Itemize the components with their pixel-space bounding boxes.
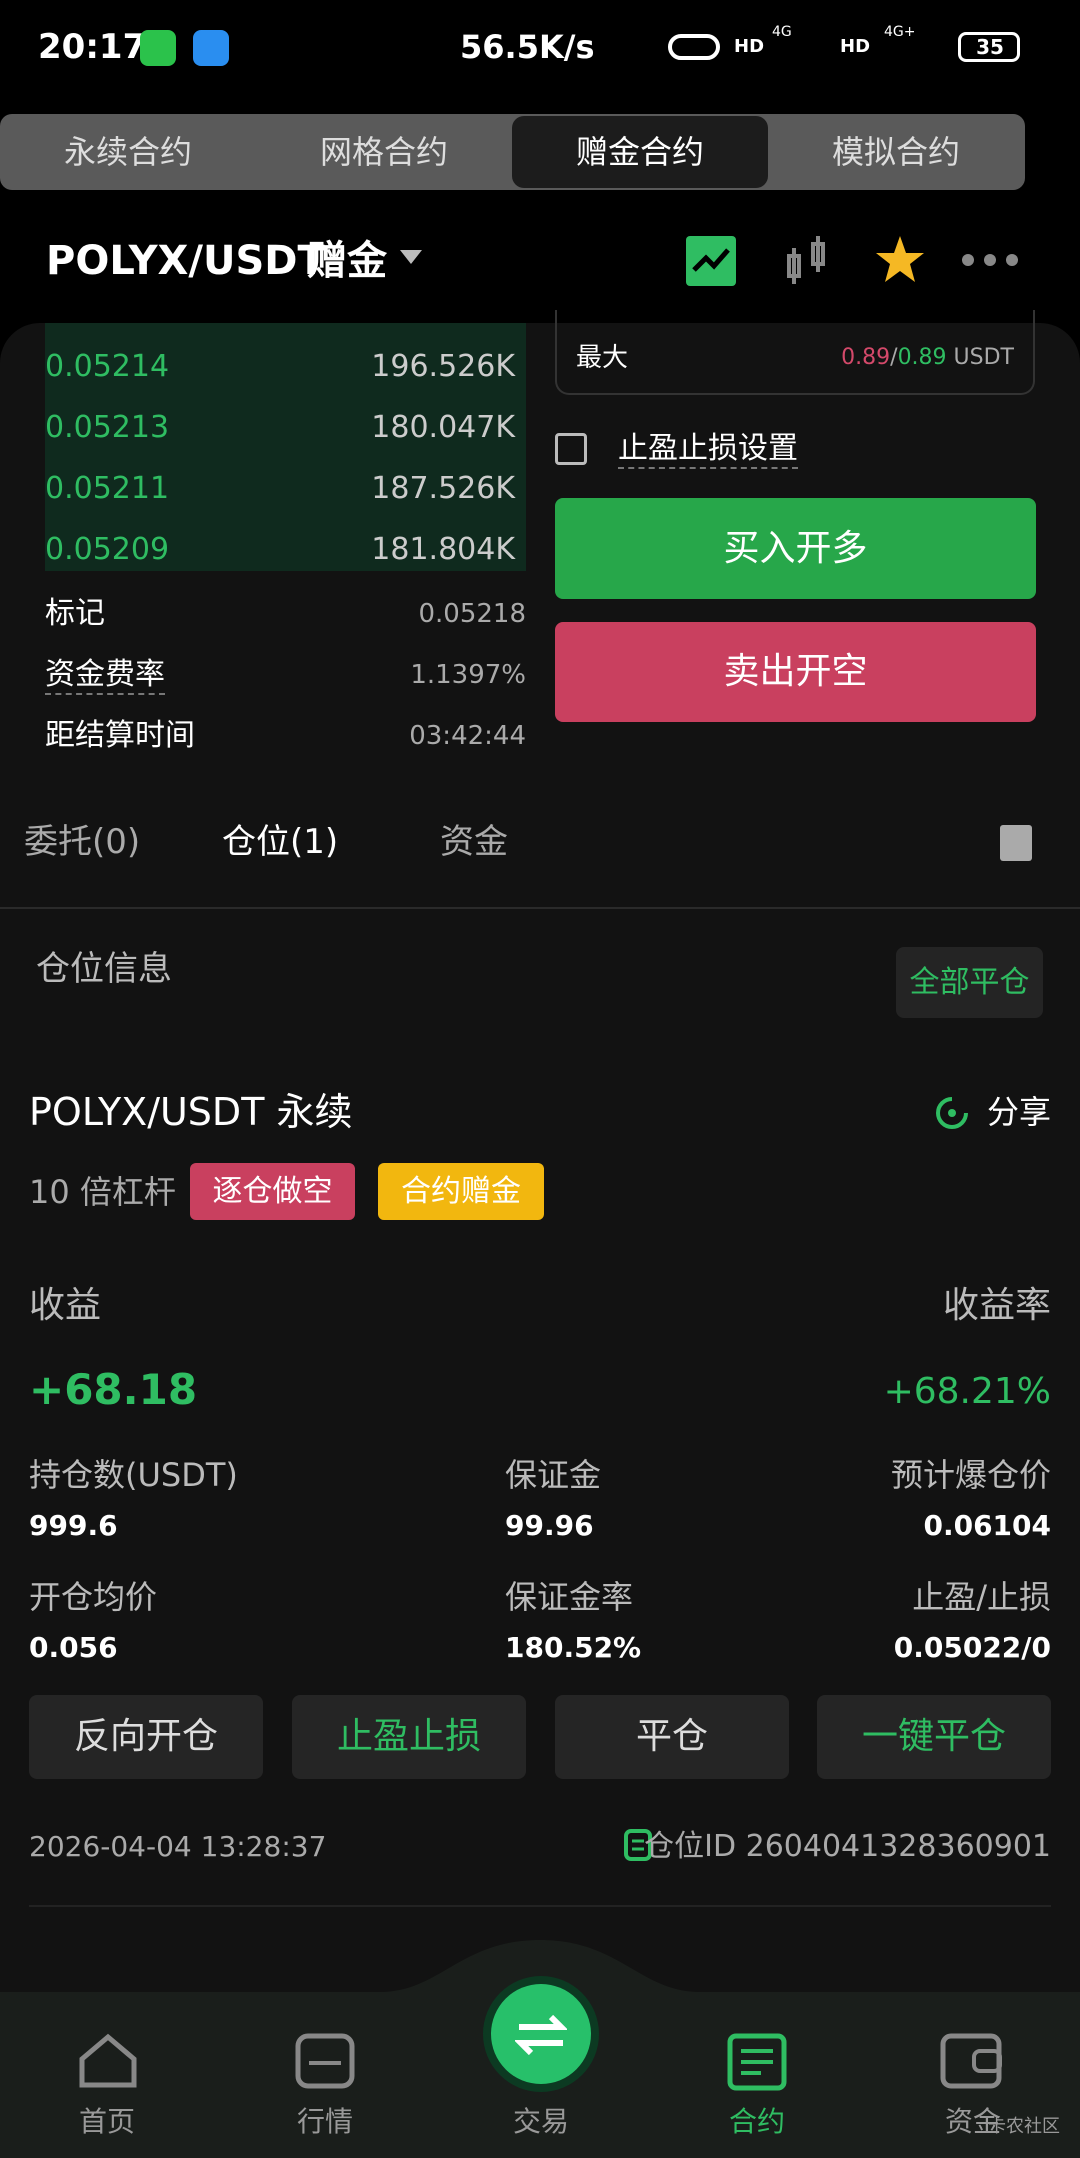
depth-bg [45, 323, 526, 571]
stat-label: 距结算时间 [45, 718, 195, 753]
bid-quantity[interactable]: 196.526K [371, 349, 515, 384]
tab[interactable]: 永续合约 [63, 133, 192, 171]
max-label: 最大 [576, 343, 629, 373]
bid-quantity[interactable]: 181.804K [371, 532, 515, 567]
bid-quantity[interactable]: 180.047K [371, 410, 515, 445]
bid-price[interactable]: 0.05213 [45, 410, 170, 445]
position-id[interactable]: 仓位ID 2604041328360901 [644, 1829, 1051, 1864]
tab[interactable]: 赠金合约 [575, 133, 704, 171]
action-button[interactable]: 平仓 [555, 1695, 789, 1779]
max-box [555, 310, 1035, 395]
hd-badge: HD [734, 36, 765, 57]
field-label: 止盈/止损 [912, 1578, 1051, 1616]
contract-icon[interactable] [727, 2033, 787, 2091]
assets-icon[interactable] [940, 2033, 1002, 2089]
pnl-rate-label: 收益率 [942, 1285, 1051, 1326]
tag: 逐仓做空 [190, 1163, 355, 1220]
list-tab[interactable]: 资金 [440, 822, 508, 862]
max-buy: 0.89 [897, 345, 947, 370]
chart-icon[interactable] [686, 236, 736, 286]
max-values: 0.89/0.89 USDT [841, 328, 1014, 388]
pair[interactable]: POLYX/USDT [46, 238, 325, 284]
field-label: 保证金率 [505, 1578, 634, 1616]
more-menu[interactable] [960, 252, 1020, 268]
field-value: 180.52% [505, 1631, 642, 1664]
home-icon[interactable] [78, 2033, 138, 2089]
divider [29, 1905, 1051, 1907]
nav-label[interactable]: 资金 [944, 2105, 1001, 2138]
id-icon [624, 1829, 652, 1861]
list-icon[interactable] [1000, 825, 1032, 861]
tab[interactable]: 模拟合约 [831, 133, 960, 171]
signal-label: 4G+ [884, 24, 916, 40]
pnl-rate: +68.21% [883, 1371, 1051, 1412]
tpsl-setting[interactable]: 止盈止损设置 [618, 419, 798, 469]
max-sell: 0.89 [841, 345, 891, 370]
network-speed: 56.5K/s [460, 28, 595, 66]
list-tab[interactable]: 委托(0) [24, 822, 141, 862]
hd-badge: HD [840, 36, 871, 57]
divider [0, 907, 1080, 909]
battery-level: 35 [976, 35, 1004, 59]
trade-icon [515, 2015, 567, 2055]
battery [958, 32, 1020, 62]
candle-icon[interactable] [785, 236, 829, 286]
nav-label[interactable]: 首页 [78, 2105, 135, 2138]
active-tab-bg [512, 116, 768, 188]
nav-label[interactable]: 交易 [512, 2105, 569, 2138]
field-label: 保证金 [505, 1456, 602, 1494]
bid-price[interactable]: 0.05214 [45, 349, 170, 384]
field-label: 持仓数(USDT) [29, 1456, 238, 1494]
wechat-icon [140, 30, 176, 66]
close-all-button[interactable]: 全部平仓 [896, 947, 1043, 1018]
market-icon[interactable] [295, 2033, 355, 2089]
list-tab[interactable]: 仓位(1) [222, 822, 339, 862]
share-icon [936, 1097, 968, 1129]
field-value: 0.05022/0 [893, 1631, 1051, 1664]
pnl-label: 收益 [29, 1285, 102, 1326]
vibrate-icon [668, 34, 720, 60]
position-time: 2026-04-04 13:28:37 [29, 1830, 327, 1863]
tag: 合约赠金 [378, 1163, 544, 1220]
stat-label: 标记 [45, 596, 105, 631]
weather-icon [193, 30, 229, 66]
dropdown-arrow [400, 250, 422, 264]
field-value: 99.96 [505, 1509, 594, 1542]
unit: USDT [953, 345, 1014, 370]
field-label: 开仓均价 [29, 1578, 158, 1616]
leverage: 10 倍杠杆 [29, 1173, 176, 1211]
pnl: +68.18 [29, 1365, 198, 1414]
mode[interactable]: 赠金 [307, 238, 387, 284]
share[interactable]: 分享 [986, 1093, 1051, 1131]
bid-quantity[interactable]: 187.526K [371, 471, 515, 506]
time: 20:17 [38, 27, 147, 67]
bid-price[interactable]: 0.05209 [45, 532, 170, 567]
watermark: 卡农社区 [988, 2116, 1060, 2137]
stat-value: 0.05218 [418, 599, 526, 629]
action-button[interactable]: 反向开仓 [29, 1695, 263, 1779]
action-button[interactable]: 一键平仓 [817, 1695, 1051, 1779]
field-label: 预计爆仓价 [890, 1456, 1051, 1494]
field-value: 999.6 [29, 1509, 118, 1542]
sell-button[interactable]: 卖出开空 [555, 622, 1036, 722]
nav-label[interactable]: 行情 [296, 2105, 353, 2138]
symbol: POLYX/USDT 永续 [29, 1090, 353, 1134]
bid-price[interactable]: 0.05211 [45, 471, 170, 506]
trade-button[interactable] [491, 1984, 591, 2084]
stat-value: 1.1397% [410, 660, 526, 690]
checkbox[interactable] [555, 433, 587, 465]
stat-label[interactable]: 资金费率 [45, 645, 165, 695]
stat-value: 03:42:44 [409, 721, 526, 751]
separator: / [890, 345, 898, 370]
field-value: 0.06104 [923, 1509, 1051, 1542]
buy-button[interactable]: 买入开多 [555, 498, 1036, 599]
signal-label: 4G [772, 24, 792, 40]
tab[interactable]: 网格合约 [319, 133, 448, 171]
section-title: 仓位信息 [36, 949, 172, 989]
field-value: 0.056 [29, 1631, 118, 1664]
action-button[interactable]: 止盈止损 [292, 1695, 526, 1779]
nav-label[interactable]: 合约 [728, 2105, 785, 2138]
favorite-star[interactable] [874, 234, 926, 286]
